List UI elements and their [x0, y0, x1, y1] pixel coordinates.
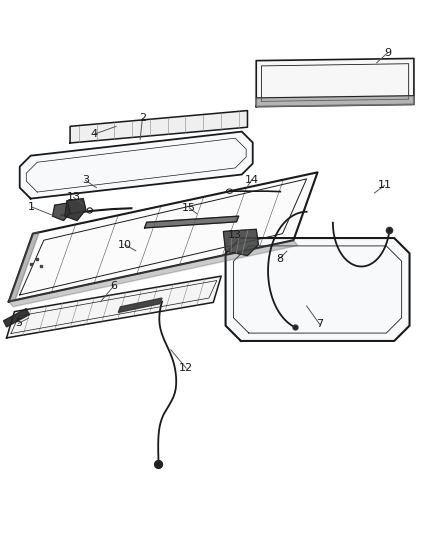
Text: 15: 15 — [182, 203, 196, 213]
Polygon shape — [256, 59, 414, 107]
Text: 10: 10 — [118, 240, 132, 249]
Polygon shape — [9, 240, 298, 307]
Polygon shape — [9, 231, 39, 302]
Text: 12: 12 — [179, 363, 193, 373]
Polygon shape — [7, 276, 221, 338]
Polygon shape — [65, 199, 86, 221]
Text: 11: 11 — [378, 181, 392, 190]
Polygon shape — [155, 461, 162, 469]
Text: 8: 8 — [276, 254, 283, 264]
Text: 3: 3 — [82, 175, 89, 185]
Polygon shape — [53, 203, 70, 221]
Text: 1: 1 — [28, 202, 35, 212]
Polygon shape — [20, 132, 253, 199]
Polygon shape — [4, 309, 29, 327]
Text: 4: 4 — [91, 129, 98, 139]
Text: 6: 6 — [110, 281, 117, 291]
Polygon shape — [223, 229, 258, 255]
Polygon shape — [256, 96, 414, 107]
Polygon shape — [226, 238, 410, 341]
Polygon shape — [70, 110, 247, 143]
Text: 5: 5 — [15, 318, 22, 328]
Text: 7: 7 — [316, 319, 323, 329]
Polygon shape — [118, 298, 162, 312]
Text: 14: 14 — [245, 175, 259, 185]
Text: 9: 9 — [384, 48, 391, 58]
Text: 13: 13 — [227, 230, 241, 240]
Text: 13: 13 — [67, 192, 81, 203]
Text: 2: 2 — [139, 114, 146, 124]
Polygon shape — [9, 172, 318, 302]
Polygon shape — [145, 216, 239, 228]
